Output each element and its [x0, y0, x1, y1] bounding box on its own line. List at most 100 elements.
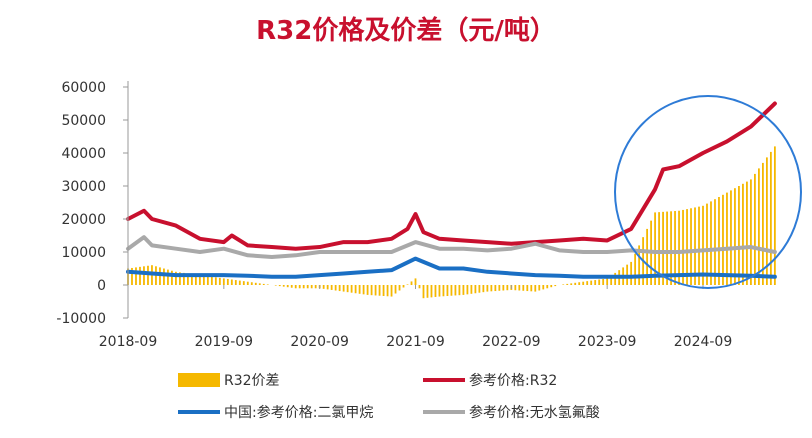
bar-0-80 — [446, 285, 449, 296]
bar-0-114 — [582, 281, 585, 285]
bar-0-54 — [342, 285, 345, 292]
bar-0-15 — [187, 273, 189, 285]
bar-0-84 — [462, 285, 465, 295]
bar-0-62 — [374, 285, 377, 296]
annotation-group — [614, 95, 802, 289]
bar-0-97 — [514, 285, 517, 291]
legend-label-0: R32价差 — [224, 373, 280, 389]
bar-0-55 — [346, 285, 349, 293]
bar-0-79 — [442, 285, 445, 297]
bar-0-63 — [378, 285, 381, 296]
bar-0-9 — [163, 268, 165, 285]
bar-0-130 — [646, 228, 648, 285]
bar-0-98 — [518, 285, 521, 291]
bar-0-49 — [322, 285, 325, 289]
bar-0-38 — [278, 285, 281, 287]
bar-0-33 — [258, 283, 261, 285]
bar-0-102 — [534, 285, 537, 292]
bar-0-139 — [682, 209, 684, 285]
y-tick-label-6: 50000 — [61, 113, 106, 129]
bar-0-1 — [131, 267, 133, 285]
bar-0-92 — [494, 285, 497, 292]
bar-0-83 — [458, 285, 461, 296]
bar-0-128 — [638, 245, 641, 285]
bar-0-50 — [326, 285, 329, 290]
bar-0-117 — [594, 280, 597, 285]
bar-0-145 — [706, 203, 708, 285]
bar-0-21 — [210, 276, 213, 285]
bar-0-107 — [554, 285, 557, 287]
x-tick-label-2: 2020-09 — [290, 334, 349, 350]
bar-0-115 — [586, 281, 589, 285]
bar-0-76 — [430, 285, 433, 298]
bar-0-138 — [678, 210, 680, 285]
bar-0-133 — [658, 212, 660, 286]
bar-0-10 — [167, 269, 169, 285]
bar-0-157 — [754, 173, 756, 285]
bar-0-135 — [666, 211, 668, 285]
axes-group: -10000 0 10000 20000 30000 40000 50000 60000 201… — [56, 80, 732, 350]
bar-0-25 — [226, 278, 229, 285]
bar-0-143 — [698, 206, 700, 286]
bar-0-136 — [670, 211, 672, 285]
bar-0-149 — [722, 194, 724, 285]
bar-0-127 — [634, 253, 637, 285]
bar-0-159 — [762, 162, 764, 285]
bar-0-8 — [159, 267, 161, 285]
bar-0-140 — [686, 209, 688, 285]
bar-0-67 — [394, 285, 397, 294]
bar-0-91 — [490, 285, 493, 292]
x-tick-label-3: 2021-09 — [386, 334, 445, 350]
bar-0-13 — [179, 272, 181, 285]
bar-0-41 — [290, 285, 293, 288]
bar-0-88 — [478, 285, 481, 293]
bar-0-148 — [718, 197, 720, 285]
bar-0-58 — [358, 285, 361, 294]
bar-0-16 — [190, 274, 193, 285]
bar-0-42 — [294, 285, 297, 289]
bar-0-111 — [570, 283, 573, 285]
bar-0-34 — [262, 283, 265, 285]
bar-0-106 — [550, 285, 553, 288]
bar-0-74 — [422, 285, 425, 299]
x-tick-label-1: 2019-09 — [195, 334, 254, 350]
bar-0-59 — [362, 285, 365, 295]
bar-0-113 — [578, 282, 581, 285]
bar-0-40 — [286, 285, 289, 288]
bar-0-146 — [710, 201, 712, 285]
lines-group — [126, 101, 777, 279]
legend-group: R32价差 参考价格:R32 中国:参考价格:二氯甲烷 参考价格:无水氢氟酸 — [178, 372, 600, 421]
bar-0-4 — [143, 266, 145, 285]
bar-0-104 — [542, 285, 545, 290]
bar-0-75 — [426, 285, 429, 298]
bar-0-121 — [610, 275, 613, 285]
bar-0-27 — [234, 280, 237, 285]
bar-0-57 — [354, 285, 357, 294]
bar-0-93 — [498, 285, 501, 291]
bar-0-85 — [466, 285, 469, 295]
chart-title: R32价格及价差（元/吨） — [256, 16, 556, 46]
bar-0-12 — [175, 271, 177, 285]
bar-0-87 — [474, 285, 477, 294]
bar-0-44 — [302, 285, 305, 289]
bar-0-60 — [366, 285, 369, 295]
bar-0-158 — [758, 168, 760, 285]
bar-0-103 — [538, 285, 541, 291]
bar-0-30 — [246, 281, 249, 285]
x-tick-label-5: 2023-09 — [578, 334, 637, 350]
bar-0-82 — [454, 285, 457, 296]
bar-0-154 — [742, 183, 744, 285]
bar-0-22 — [214, 277, 217, 285]
bar-0-19 — [202, 275, 205, 285]
bar-0-132 — [654, 212, 656, 285]
y-tick-label-1: 0 — [97, 278, 106, 294]
y-tick-label-2: 10000 — [61, 245, 106, 261]
bar-0-46 — [310, 285, 313, 289]
bar-0-126 — [630, 261, 633, 285]
x-tick-label-0: 2018-09 — [99, 334, 158, 350]
bar-0-112 — [574, 282, 577, 285]
bar-0-37 — [274, 285, 277, 286]
bar-0-3 — [139, 266, 141, 285]
y-tick-label-7: 60000 — [61, 80, 106, 96]
y-tick-label-3: 20000 — [61, 212, 106, 228]
